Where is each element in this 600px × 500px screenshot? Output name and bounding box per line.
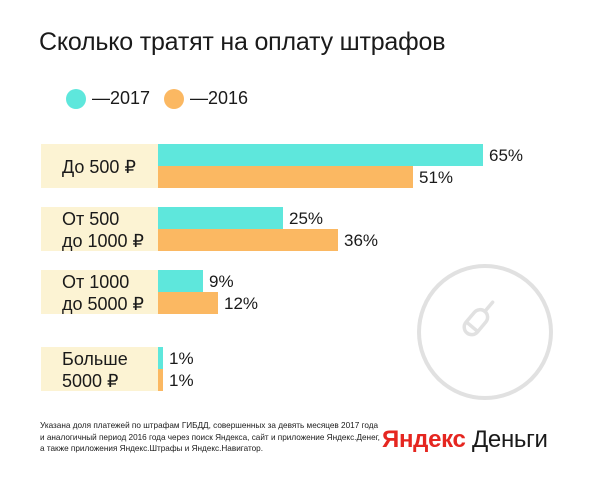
category-label: до 5000 ₽ [62, 294, 144, 314]
brand-logo-part2: Деньги [465, 426, 548, 453]
category-label: 5000 ₽ [62, 371, 119, 391]
category-label: От 500 [62, 209, 119, 229]
legend-label-2017: —2017 [92, 88, 151, 108]
footnote-line: и аналогичный период 2016 года через пои… [40, 432, 380, 442]
data-label: 9% [209, 272, 234, 291]
footnote: Указана доля платежей по штрафам ГИБДД, … [40, 420, 380, 455]
category-label: До 500 ₽ [62, 157, 136, 177]
data-label: 65% [489, 146, 523, 165]
bar-2017 [158, 207, 283, 229]
legend-item-2017: —2017 [66, 88, 150, 109]
category-label: до 1000 ₽ [62, 231, 144, 251]
brand-logo: Яндекс Деньги [382, 426, 548, 454]
legend-label-2016: —2016 [190, 88, 249, 108]
category-label-background [41, 144, 158, 188]
bar-2016 [158, 229, 338, 251]
bar-2016 [158, 292, 218, 314]
bar-2016 [158, 369, 163, 391]
bar-2017 [158, 347, 163, 369]
data-label: 36% [344, 231, 378, 250]
legend-swatch-2016 [164, 88, 184, 109]
bar-2017 [158, 144, 483, 166]
ice-cream-icon [415, 262, 555, 407]
bar-2016 [158, 166, 413, 188]
category-label-background [41, 347, 158, 391]
data-label: 1% [169, 371, 194, 390]
legend-item-2016: —2016 [164, 88, 248, 109]
category-label-background [41, 270, 158, 314]
data-label: 51% [419, 168, 453, 187]
category-label-background [41, 207, 158, 251]
category-label: От 1000 [62, 272, 129, 292]
category-label: Больше [62, 349, 128, 369]
footnote-line: Указана доля платежей по штрафам ГИБДД, … [40, 421, 379, 430]
footnote-line: а также приложения Яндекс.Штрафы и Яндек… [40, 444, 263, 453]
chart-title: Сколько тратят на оплату штрафов [39, 28, 446, 56]
data-label: 12% [224, 294, 258, 313]
legend-swatch-2017 [66, 88, 86, 109]
data-label: 1% [169, 349, 194, 368]
data-label: 25% [289, 209, 323, 228]
brand-logo-part1: Яндекс [382, 426, 466, 453]
bar-2017 [158, 270, 203, 292]
